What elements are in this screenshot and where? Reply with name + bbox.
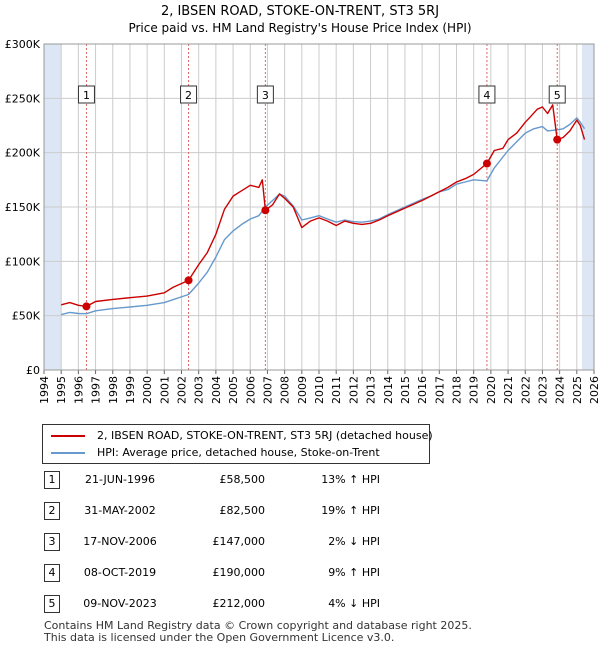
transaction-hpi: 4% ↓ HPI [328, 597, 380, 610]
x-tick-label: 2025 [571, 376, 584, 404]
hpi-line [61, 117, 586, 316]
y-tick-label: £100K [5, 255, 41, 268]
transaction-price: £190,000 [212, 566, 266, 579]
transaction-badge: 5 [44, 595, 60, 613]
sale-point [184, 276, 193, 285]
x-tick-label: 2008 [279, 376, 292, 404]
chart-title: 2, IBSEN ROAD, STOKE-ON-TRENT, ST3 5RJ [160, 4, 440, 19]
y-tick-label: £300K [5, 38, 41, 51]
table-row: 4 08-OCT-2019 £190,000 9% ↑ HPI [40, 562, 400, 584]
footer-copyright: Contains HM Land Registry data © Crown c… [44, 619, 472, 632]
transaction-badge: 1 [44, 471, 60, 489]
sale-point [261, 206, 270, 215]
transaction-date: 21-JUN-1996 [84, 473, 156, 486]
y-tick-label: £50K [12, 310, 41, 323]
x-tick-label: 1996 [72, 376, 85, 404]
x-tick-label: 2014 [382, 376, 395, 404]
legend: 2, IBSEN ROAD, STOKE-ON-TRENT, ST3 5RJ (… [42, 424, 433, 464]
transaction-price: £147,000 [212, 535, 266, 548]
transaction-label: 5 [554, 89, 561, 102]
x-tick-label: 2021 [502, 376, 515, 404]
transaction-label: 1 [83, 89, 90, 102]
transaction-date: 09-NOV-2023 [83, 597, 157, 610]
transaction-hpi: 13% ↑ HPI [321, 473, 380, 486]
transaction-label-box [77, 85, 95, 104]
transaction-label-box [256, 85, 274, 104]
x-tick-label: 2002 [176, 376, 189, 404]
transaction-label-box [180, 85, 198, 104]
transaction-price: £212,000 [212, 597, 266, 610]
legend-item-hpi: HPI: Average price, detached house, Stok… [51, 445, 380, 461]
x-tick-label: 1998 [107, 376, 120, 404]
transaction-label: 2 [185, 89, 192, 102]
plot-frame [43, 43, 595, 371]
x-tick-label: 1999 [124, 376, 137, 404]
transaction-label-box [548, 85, 566, 104]
sale-point [553, 135, 562, 144]
x-tick-label: 2001 [158, 376, 171, 404]
x-tick-label: 2022 [519, 376, 532, 404]
transaction-date: 31-MAY-2002 [84, 504, 156, 517]
x-tick-label: 2019 [468, 376, 481, 404]
x-tick-label: 2007 [261, 376, 274, 404]
y-tick-label: £0 [26, 364, 40, 377]
transaction-price: £58,500 [219, 473, 266, 486]
x-tick-label: 2006 [244, 376, 257, 404]
x-tick-label: 2004 [210, 376, 223, 404]
x-tick-label: 2013 [365, 376, 378, 404]
legend-label-property: 2, IBSEN ROAD, STOKE-ON-TRENT, ST3 5RJ (… [97, 429, 433, 442]
legend-label-hpi: HPI: Average price, detached house, Stok… [97, 446, 380, 459]
table-row: 5 09-NOV-2023 £212,000 4% ↓ HPI [40, 593, 400, 615]
transaction-date: 17-NOV-2006 [83, 535, 157, 548]
sale-point [482, 159, 491, 168]
transaction-badge: 4 [44, 564, 60, 582]
transaction-badge: 3 [44, 533, 60, 551]
x-tick-label: 1995 [55, 376, 68, 404]
transaction-date: 08-OCT-2019 [83, 566, 157, 579]
x-tick-label: 2016 [416, 376, 429, 404]
y-tick-label: £200K [5, 147, 41, 160]
x-tick-label: 2017 [433, 376, 446, 404]
transaction-price: £82,500 [219, 504, 266, 517]
sale-point [82, 302, 91, 311]
table-row: 2 31-MAY-2002 £82,500 19% ↑ HPI [40, 500, 400, 522]
transaction-badge: 2 [44, 502, 60, 520]
transaction-hpi: 9% ↑ HPI [328, 566, 380, 579]
table-row: 1 21-JUN-1996 £58,500 13% ↑ HPI [40, 469, 400, 491]
footer-license: This data is licensed under the Open Gov… [44, 631, 395, 644]
x-tick-label: 2005 [227, 376, 240, 404]
legend-swatch-hpi [51, 452, 85, 454]
legend-swatch-property [51, 435, 85, 437]
y-tick-label: £250K [5, 92, 41, 105]
x-tick-label: 2009 [296, 376, 309, 404]
chart-subtitle: Price paid vs. HM Land Registry's House … [128, 21, 472, 35]
x-tick-label: 2024 [554, 376, 567, 404]
x-tick-label: 2012 [347, 376, 360, 404]
x-tick-label: 2020 [485, 376, 498, 404]
x-tick-label: 1994 [38, 376, 51, 404]
x-tick-label: 2015 [399, 376, 412, 404]
footer: Contains HM Land Registry data © Crown c… [44, 620, 472, 644]
x-tick-label: 2023 [536, 376, 549, 404]
price-chart: £0 £50K £100K £150K £200K £250K £300K 1994 1995 1… [5, 38, 600, 404]
x-tick-label: 2000 [141, 376, 154, 404]
x-tick-label: 2003 [193, 376, 206, 404]
x-tick-label: 2010 [313, 376, 326, 404]
x-tick-label: 2026 [588, 376, 600, 404]
x-tick-label: 1997 [90, 376, 103, 404]
transaction-label-box [478, 85, 496, 104]
y-tick-label: £150K [5, 201, 41, 214]
x-tick-label: 2011 [330, 376, 343, 404]
x-tick-label: 2018 [451, 376, 464, 404]
transaction-hpi: 2% ↓ HPI [328, 535, 380, 548]
table-row: 3 17-NOV-2006 £147,000 2% ↓ HPI [40, 531, 400, 553]
transaction-label: 4 [483, 89, 490, 102]
transaction-label: 3 [262, 89, 269, 102]
transaction-hpi: 19% ↑ HPI [321, 504, 380, 517]
legend-item-property: 2, IBSEN ROAD, STOKE-ON-TRENT, ST3 5RJ (… [51, 428, 433, 444]
